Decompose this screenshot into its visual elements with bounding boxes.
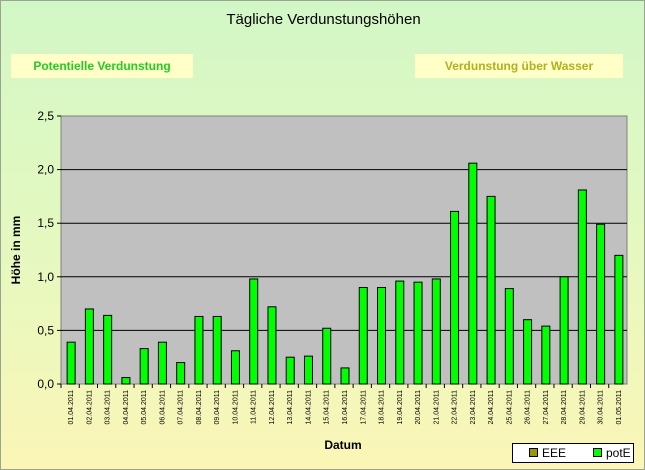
bar-pote <box>413 281 423 385</box>
x-tick-label: 20.04.2011 <box>415 390 422 425</box>
bar-pote <box>303 355 313 385</box>
x-tick-label: 26.04.2011 <box>525 390 532 425</box>
y-tick-label: 2,0 <box>37 163 54 177</box>
bar-pote <box>322 327 332 385</box>
legend-swatch-eee <box>529 448 538 458</box>
y-axis-title: Höhe in mm <box>9 216 23 285</box>
x-tick-label: 01.05.2011 <box>616 390 623 425</box>
x-axis-title: Datum <box>324 438 361 452</box>
x-tick-label: 16.04.2011 <box>342 390 349 425</box>
x-tick-label: 23.04.2011 <box>470 390 477 425</box>
bar-pote <box>523 319 533 385</box>
bar-pote <box>504 288 514 385</box>
bar-pote <box>450 210 460 385</box>
x-tick-label: 18.04.2011 <box>379 390 386 425</box>
bar-pote <box>103 314 113 385</box>
bar-pote <box>358 287 368 385</box>
bar-pote <box>267 306 277 385</box>
x-tick-label: 24.04.2011 <box>488 390 495 425</box>
x-tick-label: 11.04.2011 <box>251 390 258 424</box>
x-tick-label: 28.04.2011 <box>561 390 568 425</box>
x-tick-label: 27.04.2011 <box>543 390 550 425</box>
bar-pote <box>66 341 76 385</box>
potential-evaporation-button[interactable]: Potentielle Verdunstung <box>11 54 193 78</box>
x-tick-label: 08.04.2011 <box>196 390 203 425</box>
bar-pote <box>340 367 350 385</box>
bar-pote <box>230 350 240 385</box>
x-tick-label: 25.04.2011 <box>506 390 513 425</box>
x-tick-label: 13.04.2011 <box>287 390 294 425</box>
legend-swatch-pote <box>593 448 602 458</box>
bar-pote <box>486 195 496 385</box>
x-tick-label: 30.04.2011 <box>598 390 605 425</box>
x-tick-label: 29.04.2011 <box>579 390 586 425</box>
legend-item-eee: EEE <box>529 446 566 460</box>
x-tick-label: 09.04.2011 <box>214 390 221 425</box>
plot-area <box>60 115 628 385</box>
bar-pote <box>577 189 587 385</box>
x-tick-label: 14.04.2011 <box>305 390 312 425</box>
y-tick-label: 0,0 <box>37 377 54 391</box>
x-tick-label: 07.04.2011 <box>178 390 185 425</box>
x-tick-label: 02.04.2011 <box>86 390 93 425</box>
legend: EEE potE <box>512 443 634 463</box>
bar-pote <box>139 348 149 385</box>
x-tick-label: 12.04.2011 <box>269 390 276 425</box>
bar-pote <box>596 223 606 385</box>
bar-pote <box>249 278 259 385</box>
bar-pote <box>559 276 569 385</box>
x-tick-label: 21.04.2011 <box>433 390 440 425</box>
bar-pote <box>468 162 478 385</box>
bar-pote <box>614 254 624 385</box>
legend-item-pote: potE <box>593 446 631 460</box>
x-tick-label: 22.04.2011 <box>452 390 459 425</box>
bar-pote <box>285 356 295 385</box>
bar-pote <box>541 325 551 385</box>
x-tick-label: 05.04.2011 <box>141 390 148 425</box>
legend-label-pote: potE <box>606 446 631 460</box>
bar-pote <box>176 362 186 385</box>
legend-label-eee: EEE <box>542 446 567 460</box>
bar-pote <box>377 287 387 385</box>
bar-pote <box>194 315 204 385</box>
bar-pote <box>431 278 441 385</box>
bar-pote <box>395 280 405 385</box>
bar-pote <box>121 377 131 385</box>
water-evaporation-button[interactable]: Verdunstung über Wasser <box>415 54 623 78</box>
y-tick-label: 1,5 <box>37 216 54 230</box>
x-tick-label: 15.04.2011 <box>324 390 331 425</box>
chart-title: Tägliche Verdunstungshöhen <box>226 11 421 28</box>
x-tick-label: 06.04.2011 <box>159 390 166 425</box>
x-tick-label: 10.04.2011 <box>232 390 239 425</box>
x-tick-label: 03.04.2011 <box>105 390 112 425</box>
x-tick-label: 19.04.2011 <box>397 390 404 425</box>
bar-pote <box>212 315 222 385</box>
bar-pote <box>157 341 167 385</box>
y-tick-label: 1,0 <box>37 270 54 284</box>
x-tick-label: 04.04.2011 <box>123 390 130 425</box>
y-tick-label: 0,5 <box>37 323 54 337</box>
bar-pote <box>84 308 94 385</box>
y-tick-label: 2,5 <box>37 109 54 123</box>
x-tick-label: 01.04.2011 <box>68 390 75 425</box>
x-tick-label: 17.04.2011 <box>360 390 367 425</box>
